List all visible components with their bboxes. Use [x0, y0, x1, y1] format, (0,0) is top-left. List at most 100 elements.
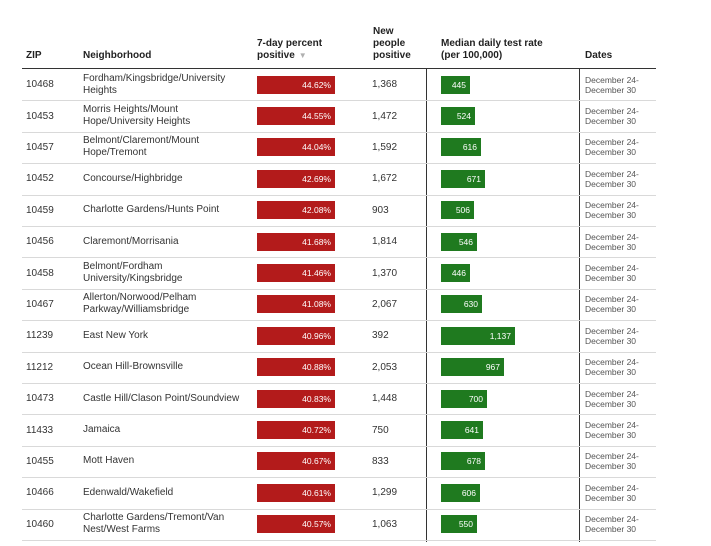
header-divider — [22, 68, 656, 69]
new-positive-cell: 1,448 — [372, 393, 398, 405]
new-positive-cell: 833 — [372, 455, 389, 467]
dates-start: December 24- — [585, 106, 639, 117]
test-rate-cell: 678 — [441, 446, 581, 477]
dates-end: December 30 — [585, 398, 637, 409]
test-rate-bar: 616 — [441, 138, 481, 157]
header-new-line2: people — [373, 38, 406, 49]
neighborhood-cell: Charlotte Gardens/Tremont/Van Nest/West … — [83, 512, 225, 536]
dates-start: December 24- — [585, 514, 639, 525]
percent-positive-bar: 44.62% — [257, 75, 335, 94]
dates-end: December 30 — [585, 335, 637, 346]
percent-positive-bar: 41.08% — [257, 295, 335, 314]
test-rate-cell: 1,137 — [441, 320, 581, 351]
test-rate-bar: 671 — [441, 169, 485, 188]
percent-positive-cell: 41.08% — [257, 289, 387, 320]
test-rate-bar: 524 — [441, 107, 475, 126]
test-rate-cell: 671 — [441, 163, 581, 194]
header-new-positive[interactable]: New people positive — [373, 26, 411, 62]
header-rate-line1: Median daily test rate — [441, 38, 543, 49]
dates-start: December 24- — [585, 137, 639, 148]
zip-cell: 10468 — [26, 79, 54, 91]
zip-cell: 10459 — [26, 204, 54, 216]
table-row: 10468 Fordham/Kingsbridge/University Heig… — [22, 69, 656, 102]
zip-cell: 10466 — [26, 487, 54, 499]
test-rate-cell: 606 — [441, 477, 581, 508]
dates-cell: December 24- December 30 — [585, 414, 655, 445]
header-percent-line1: 7-day percent — [257, 38, 323, 49]
test-rate-cell: 550 — [441, 509, 581, 540]
dates-start: December 24- — [585, 200, 639, 211]
dates-start: December 24- — [585, 482, 639, 493]
test-rate-cell: 445 — [441, 69, 581, 100]
neighborhood-cell: Claremont/Morrisania — [83, 235, 179, 247]
percent-positive-bar: 41.46% — [257, 264, 335, 283]
zip-cell: 10473 — [26, 393, 54, 405]
zip-cell: 10452 — [26, 173, 54, 185]
header-test-rate[interactable]: Median daily test rate (per 100,000) — [441, 38, 543, 62]
test-rate-bar: 641 — [441, 421, 483, 440]
table-row: 10466 Edenwald/Wakefield 40.61% 1,299 606 Dec… — [22, 477, 656, 510]
header-dates[interactable]: Dates — [585, 50, 613, 61]
percent-positive-cell: 40.96% — [257, 320, 387, 351]
dates-end: December 30 — [585, 84, 637, 95]
percent-positive-cell: 42.69% — [257, 163, 387, 194]
new-positive-cell: 1,368 — [372, 79, 398, 91]
new-positive-cell: 1,063 — [372, 518, 398, 530]
zip-cell: 10458 — [26, 267, 54, 279]
test-rate-cell: 700 — [441, 383, 581, 414]
zip-cell: 11212 — [26, 361, 54, 373]
header-rate-line2: (per 100,000) — [441, 50, 503, 61]
dates-cell: December 24- December 30 — [585, 163, 655, 194]
test-rate-cell: 546 — [441, 226, 581, 257]
table-row: 10455 Mott Haven 40.67% 833 678 December 24- D… — [22, 446, 656, 479]
table-row: 11239 East New York 40.96% 392 1,137 December… — [22, 320, 656, 353]
test-rate-bar: 445 — [441, 75, 470, 94]
test-rate-cell: 967 — [441, 352, 581, 383]
table-row: 10458 Belmont/Fordham University/Kingsbri… — [22, 257, 656, 290]
dates-start: December 24- — [585, 231, 639, 242]
test-rate-bar: 446 — [441, 264, 470, 283]
dates-end: December 30 — [585, 147, 637, 158]
dates-start: December 24- — [585, 168, 639, 179]
dates-start: December 24- — [585, 451, 639, 462]
test-rate-cell: 641 — [441, 414, 581, 445]
test-rate-bar: 967 — [441, 358, 504, 377]
dates-cell: December 24- December 30 — [585, 226, 655, 257]
header-zip[interactable]: ZIP — [26, 50, 42, 61]
neighborhood-cell: Ocean Hill-Brownsville — [83, 361, 184, 373]
new-positive-cell: 392 — [372, 330, 389, 342]
zip-cell: 11239 — [26, 330, 54, 342]
percent-positive-cell: 41.68% — [257, 226, 387, 257]
column-divider-rate — [426, 68, 427, 542]
dates-cell: December 24- December 30 — [585, 257, 655, 288]
dates-end: December 30 — [585, 492, 637, 503]
percent-positive-bar: 44.04% — [257, 138, 335, 157]
dates-end: December 30 — [585, 461, 637, 472]
neighborhood-cell: Concourse/Highbridge — [83, 172, 183, 184]
neighborhood-cell: East New York — [83, 329, 149, 341]
dates-cell: December 24- December 30 — [585, 383, 655, 414]
dates-start: December 24- — [585, 357, 639, 368]
test-rate-cell: 616 — [441, 132, 581, 163]
neighborhood-cell: Belmont/Fordham University/Kingsbridge — [83, 261, 183, 285]
percent-positive-bar: 40.72% — [257, 421, 335, 440]
dates-end: December 30 — [585, 241, 637, 252]
zip-cell: 10456 — [26, 236, 54, 248]
header-percent-positive[interactable]: 7-day percent positive ▼ — [257, 38, 322, 62]
percent-positive-cell: 40.72% — [257, 414, 387, 445]
test-rate-bar: 506 — [441, 201, 474, 220]
dates-end: December 30 — [585, 178, 637, 189]
test-rate-bar: 606 — [441, 483, 480, 502]
header-percent-line2: positive — [257, 50, 295, 61]
table-row: 10457 Belmont/Claremont/Mount Hope/Tremon… — [22, 132, 656, 165]
test-rate-bar: 546 — [441, 232, 477, 251]
percent-positive-cell: 42.08% — [257, 195, 387, 226]
test-rate-cell: 506 — [441, 195, 581, 226]
new-positive-cell: 1,370 — [372, 267, 398, 279]
header-neighborhood[interactable]: Neighborhood — [83, 50, 152, 61]
percent-positive-cell: 44.55% — [257, 100, 387, 131]
dates-cell: December 24- December 30 — [585, 352, 655, 383]
percent-positive-bar: 40.57% — [257, 515, 335, 534]
dates-start: December 24- — [585, 420, 639, 431]
